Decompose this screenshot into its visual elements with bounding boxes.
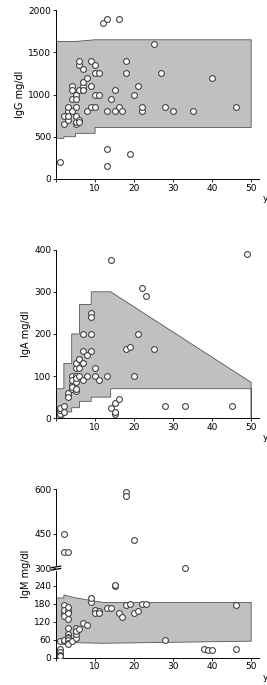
- Text: years: years: [263, 673, 267, 682]
- Y-axis label: IgG mg/dl: IgG mg/dl: [15, 71, 25, 119]
- Polygon shape: [56, 40, 251, 138]
- Y-axis label: IgM mg/dl: IgM mg/dl: [21, 549, 31, 597]
- Polygon shape: [56, 292, 251, 419]
- Polygon shape: [56, 595, 251, 643]
- Bar: [56, 566, 59, 570]
- Y-axis label: IgA mg/dl: IgA mg/dl: [21, 311, 31, 357]
- Text: years: years: [263, 194, 267, 203]
- Text: years: years: [263, 434, 267, 443]
